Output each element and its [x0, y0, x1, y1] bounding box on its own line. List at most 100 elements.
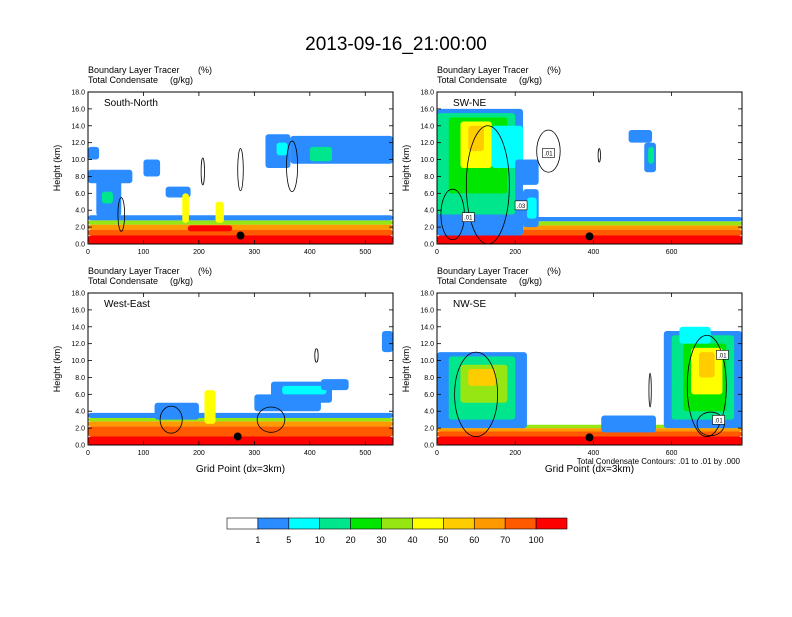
x-tick-label: 500	[359, 249, 371, 256]
tracer-fill	[88, 436, 393, 445]
y-tick-label: 16.0	[71, 307, 85, 314]
tracer-fill	[88, 412, 393, 418]
condensate-contour	[256, 406, 286, 433]
y-tick-label: 0.0	[424, 242, 434, 249]
x-tick-label: 200	[509, 249, 521, 256]
colorbar-label: 5	[286, 535, 291, 545]
y-tick-label: 8.0	[424, 375, 434, 382]
tracer-fill	[187, 225, 233, 232]
tracer-fill	[215, 201, 224, 223]
contour-footnote: Total Condensate Contours: .01 to .01 by…	[577, 457, 741, 466]
panel-subtitle-condensate: Total Condensate	[88, 75, 158, 85]
y-tick-label: 14.0	[71, 324, 85, 331]
y-tick-label: 10.0	[71, 157, 85, 164]
y-tick-label: 14.0	[420, 123, 434, 130]
colorbar-swatch	[443, 517, 475, 530]
colorbar-swatch	[412, 517, 444, 530]
tracer-fill	[468, 369, 496, 386]
y-tick-label: 18.0	[420, 291, 434, 298]
colorbar-swatch	[288, 517, 321, 530]
condensate-contour	[686, 334, 727, 437]
x-tick-label: 500	[359, 450, 371, 457]
chart-panel: 0.0 2.0 4.0 6.0 8.0 10.0 12.0 14.0 16.0 18.0 0 100 2…	[52, 65, 394, 256]
chart-panel: 0.0 2.0 4.0 6.0 8.0 10.0 12.0 14.0 16.0 18.0 0 100 2…	[52, 266, 394, 475]
contour-label-box	[542, 148, 555, 158]
tracer-fill	[88, 235, 393, 244]
x-tick-label: 600	[666, 249, 678, 256]
x-tick-label: 600	[666, 450, 678, 457]
panel-subtitle-condensate: Total Condensate	[437, 276, 507, 286]
contour-label-box	[716, 350, 729, 360]
colorbar-swatch	[473, 517, 506, 530]
colorbar-label: 1	[255, 535, 260, 545]
panel-subtitle-tracer: Boundary Layer Tracer	[437, 65, 529, 75]
tracer-fill	[381, 331, 393, 353]
y-tick-label: 18.0	[71, 90, 85, 97]
condensate-contour	[454, 351, 499, 437]
tracer-fill	[628, 130, 653, 143]
x-tick-label: 400	[588, 249, 600, 256]
tracer-fill	[601, 415, 656, 433]
condensate-contour	[117, 197, 126, 232]
colorbar-label: 100	[529, 535, 544, 545]
condensate-contour	[314, 348, 319, 363]
tracer-fill	[648, 146, 655, 164]
y-tick-label: 2.0	[424, 225, 434, 232]
colorbar-label: 50	[438, 535, 448, 545]
x-tick-label: 0	[435, 450, 439, 457]
y-tick-label: 16.0	[420, 106, 434, 113]
tracer-fill	[88, 215, 393, 221]
y-tick-label: 6.0	[424, 191, 434, 198]
tracer-fill	[101, 191, 113, 204]
colorbar-label: 60	[469, 535, 479, 545]
panel-subtitle-tracer-unit: (%)	[547, 65, 561, 75]
tracer-fill	[154, 402, 199, 420]
panel-subtitle-tracer: Boundary Layer Tracer	[437, 266, 529, 276]
tracer-fill	[204, 390, 216, 424]
x-tick-label: 0	[86, 249, 90, 256]
y-tick-label: 0.0	[424, 443, 434, 450]
y-axis-label: Height (km)	[401, 145, 411, 192]
contour-label-box	[514, 200, 528, 211]
x-tick-label: 0	[435, 249, 439, 256]
y-tick-label: 16.0	[71, 106, 85, 113]
y-tick-label: 6.0	[424, 392, 434, 399]
y-tick-label: 16.0	[420, 307, 434, 314]
y-tick-label: 6.0	[75, 191, 85, 198]
figure-title: 2013-09-16_21:00:00	[305, 34, 487, 55]
y-tick-label: 18.0	[420, 90, 434, 97]
location-marker	[585, 433, 594, 442]
y-tick-label: 10.0	[71, 358, 85, 365]
colorbar: 1 5 10 20 30 40 50 60 70 100	[226, 517, 568, 545]
x-tick-label: 200	[193, 249, 205, 256]
x-tick-label: 400	[588, 450, 600, 457]
tracer-fill	[88, 421, 393, 427]
colorbar-swatch	[319, 517, 351, 530]
tracer-fill	[320, 379, 349, 391]
y-tick-label: 2.0	[75, 426, 85, 433]
plot-frame	[87, 292, 394, 446]
tracer-fill	[515, 159, 539, 185]
panel-subtitle-tracer-unit: (%)	[198, 65, 212, 75]
location-marker	[236, 231, 245, 240]
tracer-fill	[698, 352, 715, 378]
panel-subtitle-condensate-unit: (g/kg)	[519, 75, 542, 85]
contour-label-box	[461, 212, 475, 222]
x-tick-label: 300	[249, 450, 261, 457]
colorbar-swatch	[504, 517, 537, 530]
tracer-fill	[88, 417, 393, 422]
panels: 0.0 2.0 4.0 6.0 8.0 10.0 12.0 14.0 16.0 18.0 0 100 2…	[52, 65, 743, 475]
panel-label: South-North	[104, 98, 158, 109]
condensate-contour	[237, 148, 244, 192]
contour-label: .03	[517, 204, 526, 210]
panel-subtitle-condensate: Total Condensate	[88, 276, 158, 286]
y-tick-label: 4.0	[424, 208, 434, 215]
y-axis-label: Height (km)	[52, 346, 62, 393]
fill-field	[88, 331, 393, 445]
tracer-fill	[88, 220, 393, 225]
tracer-fill	[309, 146, 332, 162]
y-tick-label: 8.0	[75, 174, 85, 181]
contour-label: .01	[544, 151, 553, 157]
tracer-fill	[88, 224, 393, 230]
contour-label: .01	[714, 418, 723, 424]
